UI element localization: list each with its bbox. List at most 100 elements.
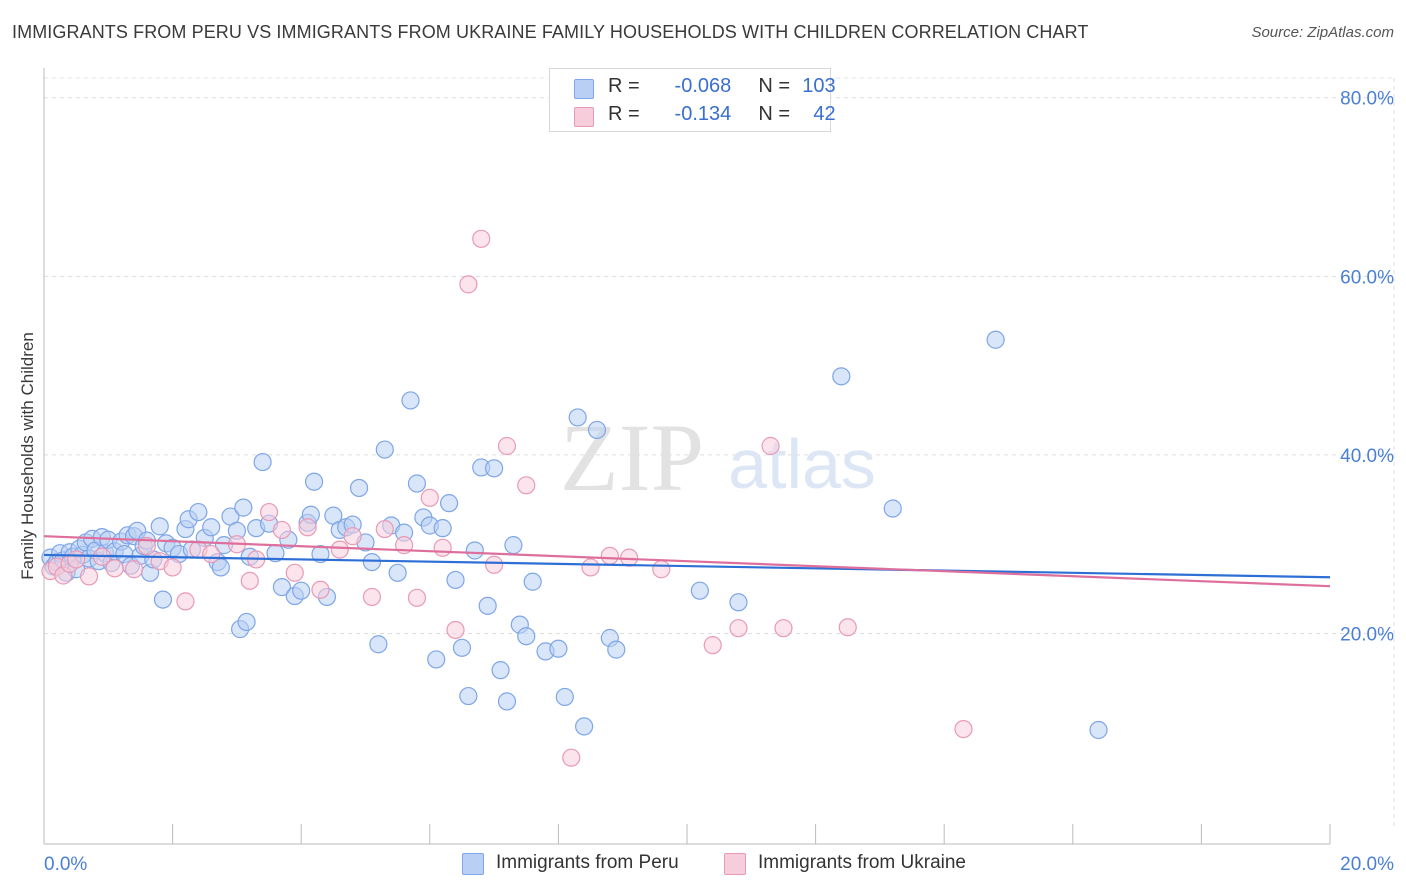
peru-point [587, 420, 607, 440]
watermark: ZIP atlas [560, 404, 876, 511]
peru-point [407, 474, 427, 493]
peru-point [690, 581, 709, 600]
peru-trend-line [43, 553, 1331, 579]
legend-text-peru: R = -0.068 N = 103 [608, 75, 836, 98]
peru-point [401, 391, 420, 410]
ukraine-point [652, 560, 671, 579]
ukraine-point [259, 502, 279, 522]
peru-point [439, 494, 459, 513]
peru-point [575, 717, 594, 736]
ukraine-point [124, 560, 144, 579]
ukraine-point [954, 719, 973, 739]
x-tick-label-min: 0.0% [44, 854, 87, 875]
ukraine-point [176, 592, 195, 611]
y-tick-labels: 20.0% 40.0% 60.0% 80.0% [1340, 89, 1394, 646]
peru-point [253, 452, 272, 472]
legend-n-value-ukraine: 42 [813, 103, 836, 125]
peru-legend-swatch [462, 853, 484, 875]
ukraine-point [420, 488, 439, 507]
peru-point [555, 687, 574, 707]
peru-point [986, 330, 1005, 349]
legend-n-label: N = [758, 75, 791, 97]
ukraine-point [761, 436, 780, 456]
ukraine-point [272, 520, 292, 540]
peru-point [517, 627, 536, 646]
data-points [41, 229, 1108, 767]
x-tick-label-max: 20.0% [1340, 854, 1394, 875]
ukraine-point [285, 563, 304, 582]
peru-point [388, 563, 407, 582]
ukraine-point [202, 544, 221, 564]
ukraine-point [163, 558, 182, 577]
peru-point [349, 478, 369, 498]
ukraine-point [343, 527, 362, 546]
peru-point [362, 552, 382, 572]
peru-point [189, 502, 208, 522]
peru-point [478, 596, 497, 615]
ukraine-point [729, 619, 748, 638]
peru-point [292, 581, 311, 600]
peru-point [433, 519, 452, 538]
peru-point [153, 590, 173, 609]
ukraine-point [562, 748, 581, 767]
peru-point [465, 541, 484, 560]
peru-point [446, 570, 465, 590]
ukraine-point [240, 571, 259, 590]
peru-point [883, 499, 902, 518]
grid-lines [44, 77, 1395, 830]
legend-r-label: R = [608, 103, 640, 125]
peru-point [485, 459, 504, 478]
peru-point [452, 638, 472, 657]
ukraine-legend-swatch [724, 853, 746, 875]
peru-point [150, 517, 169, 536]
legend-r-value-ukraine: -0.134 [674, 103, 732, 125]
ukraine-point [330, 540, 349, 559]
chart-title: IMMIGRANTS FROM PERU VS IMMIGRANTS FROM … [12, 22, 1089, 42]
ukraine-point [298, 518, 317, 537]
ukraine-swatch [574, 107, 594, 127]
y-tick-label: 80.0% [1340, 89, 1394, 110]
ukraine-point [703, 636, 722, 655]
peru-point [237, 612, 256, 632]
peru-point [607, 640, 626, 659]
peru-point [369, 635, 388, 654]
ukraine-point [407, 588, 427, 607]
legend-n-value-peru: 103 [802, 75, 836, 97]
legend-text-ukraine: R = -0.134 N = 42 [608, 103, 836, 126]
legend-r-value-peru: -0.068 [674, 75, 732, 97]
ukraine-point [581, 558, 600, 577]
y-tick-label: 40.0% [1340, 446, 1394, 467]
peru-point [304, 472, 324, 491]
trend-lines [43, 535, 1331, 588]
ukraine-point [137, 536, 156, 556]
legend-r-label: R = [608, 75, 640, 97]
ukraine-point [375, 519, 394, 539]
ukraine-point [311, 580, 330, 599]
ukraine-legend-label: Immigrants from Ukraine [758, 852, 966, 873]
peru-point [272, 577, 292, 597]
ukraine-point [472, 229, 491, 248]
peru-point [234, 498, 253, 517]
peru-point [568, 408, 587, 427]
peru-point [491, 661, 510, 680]
y-tick-label: 60.0% [1340, 267, 1394, 288]
ukraine-point [838, 618, 857, 637]
ukraine-point [517, 476, 536, 495]
peru-point [729, 593, 748, 612]
peru-point [311, 544, 330, 564]
ukraine-point [433, 538, 452, 557]
ukraine-point [600, 546, 619, 565]
peru-point [497, 692, 517, 711]
axes [43, 68, 1331, 845]
peru-swatch [574, 79, 594, 99]
peru-point [1089, 720, 1108, 740]
ukraine-point [67, 550, 86, 569]
ukraine-trend-line [43, 535, 1331, 588]
watermark-atlas: atlas [728, 425, 876, 503]
peru-point [523, 572, 542, 591]
ukraine-point [79, 567, 99, 586]
peru-legend-label: Immigrants from Peru [496, 852, 679, 873]
peru-point [549, 639, 568, 658]
ukraine-point [459, 275, 478, 294]
